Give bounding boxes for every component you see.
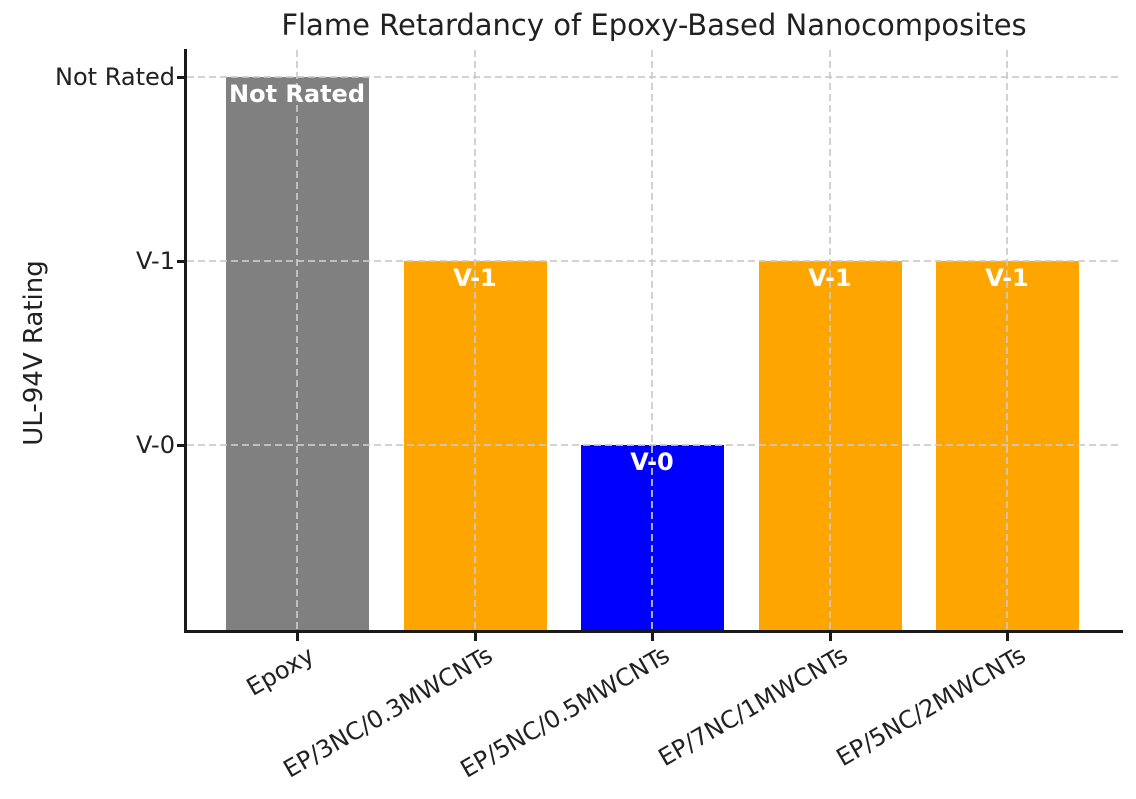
y-axis-label: UL-94V Rating [19,260,49,446]
x-tick-mark [651,633,654,641]
gridline-v-bar3 [651,50,653,630]
bar-value-label: V-1 [808,264,852,292]
x-tick-mark [474,633,477,641]
gridline-h-v0 [187,444,1122,446]
y-tick-label-not-rated: Not Rated [55,63,175,91]
chart-title: Flame Retardancy of Epoxy-Based Nanocomp… [281,8,1027,42]
x-tick-label-ep5nc-2mwcnts: EP/5NC/2MWCNTs [831,641,1030,772]
gridline-v-bar2 [474,50,476,630]
y-tick-label-v1: V-1 [136,247,175,275]
x-tick-mark [829,633,832,641]
gridline-v-bar5 [1006,50,1008,630]
x-tick-label-ep7nc-1mwcnts: EP/7NC/1MWCNTs [653,641,852,772]
x-tick-mark [1006,633,1009,641]
bar-value-label: V-1 [985,264,1029,292]
x-tick-mark [296,633,299,641]
gridline-h-not-rated [187,76,1122,78]
gridline-v-bar4 [829,50,831,630]
x-axis-spine [184,630,1123,633]
gridline-v-epoxy [296,50,298,630]
y-axis-spine [184,49,187,633]
y-tick-mark [177,76,185,79]
y-tick-mark [177,444,185,447]
gridline-h-v1 [187,260,1122,262]
y-tick-label-v0: V-0 [136,431,175,459]
y-tick-mark [177,260,185,263]
bar-value-label: Not Rated [228,80,366,108]
bar-value-label: V-1 [453,264,497,292]
x-tick-label-epoxy: Epoxy [241,641,319,702]
bar-value-label: V-0 [630,448,674,476]
